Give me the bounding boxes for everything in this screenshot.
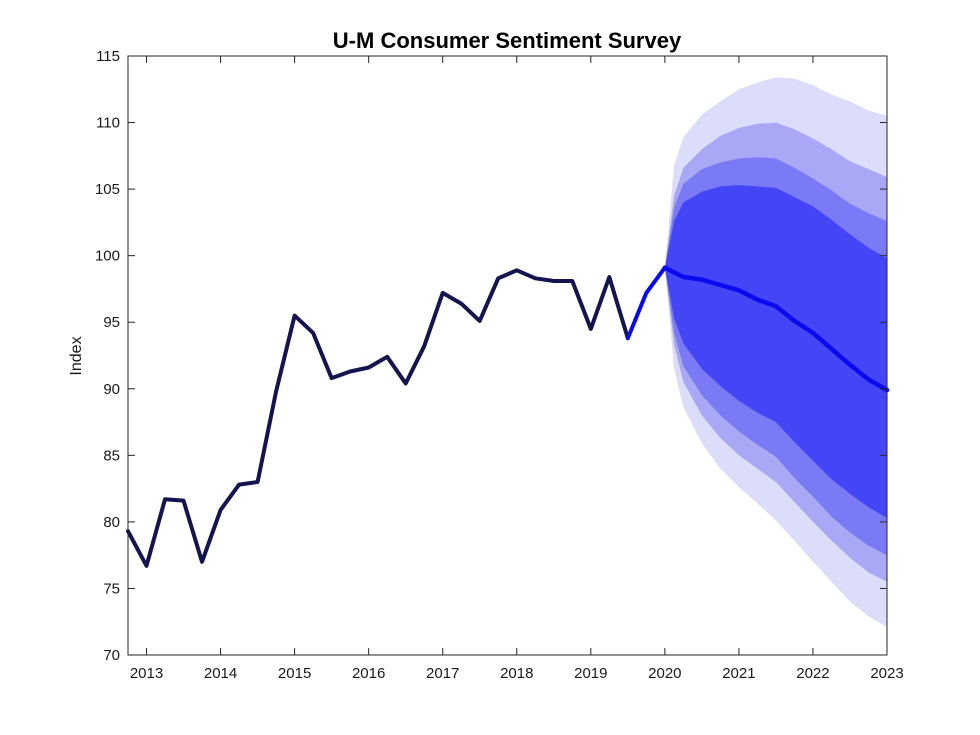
x-tick-label: 2023 xyxy=(870,665,903,682)
series-lines xyxy=(126,265,890,568)
y-tick-label: 75 xyxy=(103,580,120,597)
y-tick-label: 105 xyxy=(95,181,120,198)
chart-title: U-M Consumer Sentiment Survey xyxy=(333,28,682,53)
x-tick-label: 2015 xyxy=(278,665,311,682)
y-tick-label: 115 xyxy=(96,48,120,65)
y-tick-label: 85 xyxy=(103,447,120,464)
y-tick-label: 100 xyxy=(95,248,120,265)
series-line-history xyxy=(126,268,630,568)
x-tick-label: 2022 xyxy=(796,665,829,682)
series-line-forecast xyxy=(662,265,890,393)
fan-bands xyxy=(664,77,887,628)
y-tick-label: 80 xyxy=(103,514,120,531)
y-tick-label: 70 xyxy=(103,647,120,664)
x-tick-label: 2019 xyxy=(574,665,607,682)
x-tick-label: 2018 xyxy=(500,665,533,682)
y-axis-label: Index xyxy=(68,336,85,375)
x-axis: 2013 2014 2015 2016 2017 2018 2019 2020 2021 2022… xyxy=(130,56,904,682)
fan-band-inner xyxy=(664,185,887,518)
y-axis: 70 75 80 85 90 95 100 105 110 115 xyxy=(95,48,887,664)
x-tick-label: 2021 xyxy=(722,665,755,682)
y-tick-label: 90 xyxy=(103,381,120,398)
series-line-transition xyxy=(625,265,667,341)
y-tick-label: 95 xyxy=(103,314,120,331)
x-tick-label: 2013 xyxy=(130,665,163,682)
x-tick-label: 2020 xyxy=(648,665,681,682)
y-tick-label: 110 xyxy=(96,115,120,132)
plot-frame xyxy=(127,55,888,656)
x-tick-label: 2014 xyxy=(204,665,237,682)
x-tick-label: 2016 xyxy=(352,665,385,682)
x-tick-label: 2017 xyxy=(426,665,459,682)
